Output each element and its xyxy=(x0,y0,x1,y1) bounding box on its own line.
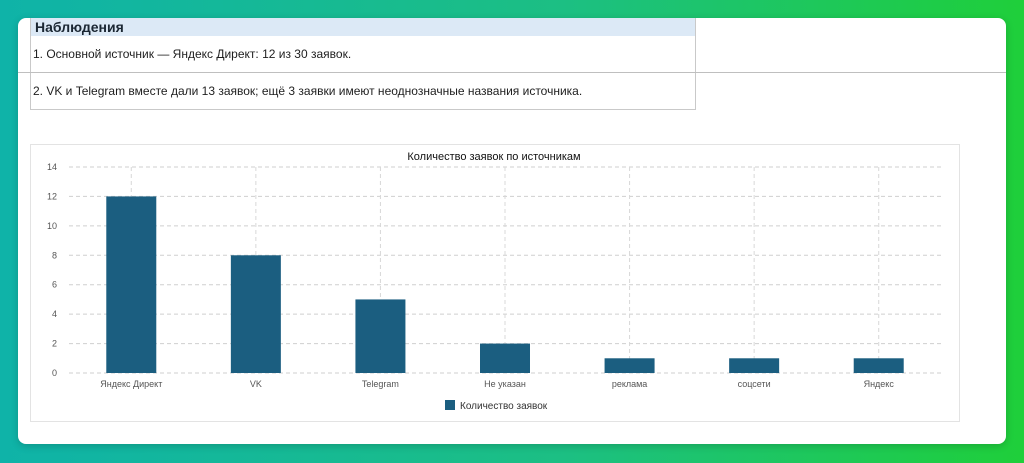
observations-panel: Наблюдения 1. Основной источник — Яндекс… xyxy=(30,18,696,110)
x-tick-label: соцсети xyxy=(738,379,771,389)
bar[interactable] xyxy=(604,358,655,373)
y-tick-label: 6 xyxy=(52,280,57,290)
y-tick-label: 2 xyxy=(52,339,57,349)
bar[interactable] xyxy=(480,343,530,373)
observation-item-2: 2. VK и Telegram вместе дали 13 заявок; … xyxy=(33,84,583,98)
y-tick-label: 4 xyxy=(52,309,57,319)
y-tick-label: 8 xyxy=(52,250,57,260)
bar[interactable] xyxy=(355,299,406,373)
report-card: Наблюдения 1. Основной источник — Яндекс… xyxy=(18,18,1006,444)
chart-grid xyxy=(69,166,941,374)
observations-title: Наблюдения xyxy=(31,18,695,36)
observation-item-1: 1. Основной источник — Яндекс Директ: 12… xyxy=(33,47,352,61)
x-axis: Яндекс Директ VK Telegram Не указан реклама с… xyxy=(100,379,894,389)
bar[interactable] xyxy=(729,358,780,373)
bar[interactable] xyxy=(106,196,157,373)
x-tick-label: Яндекс xyxy=(864,379,895,389)
x-tick-label: Telegram xyxy=(362,379,399,389)
y-tick-label: 12 xyxy=(47,191,57,201)
legend-swatch xyxy=(445,400,455,410)
x-tick-label: Яндекс Директ xyxy=(100,379,162,389)
y-tick-label: 14 xyxy=(47,162,57,172)
legend-label: Количество заявок xyxy=(460,401,548,412)
bar[interactable] xyxy=(853,358,904,373)
y-axis: 0 2 4 6 8 10 12 14 xyxy=(47,162,57,378)
y-tick-label: 0 xyxy=(52,368,57,378)
y-tick-label: 10 xyxy=(47,221,57,231)
x-tick-label: VK xyxy=(250,379,262,389)
bar[interactable] xyxy=(230,255,281,373)
section-divider xyxy=(18,72,1006,73)
chart-title: Количество заявок по источникам xyxy=(407,151,580,163)
x-tick-label: Не указан xyxy=(484,379,526,389)
bar-chart: Количество заявок по источникам 0 2 4 6 8 10 1… xyxy=(47,151,941,412)
chart-bars xyxy=(106,196,904,373)
x-tick-label: реклама xyxy=(612,379,648,389)
chart-container: Количество заявок по источникам 0 2 4 6 8 10 1… xyxy=(30,144,960,422)
chart-legend[interactable]: Количество заявок xyxy=(445,400,548,412)
